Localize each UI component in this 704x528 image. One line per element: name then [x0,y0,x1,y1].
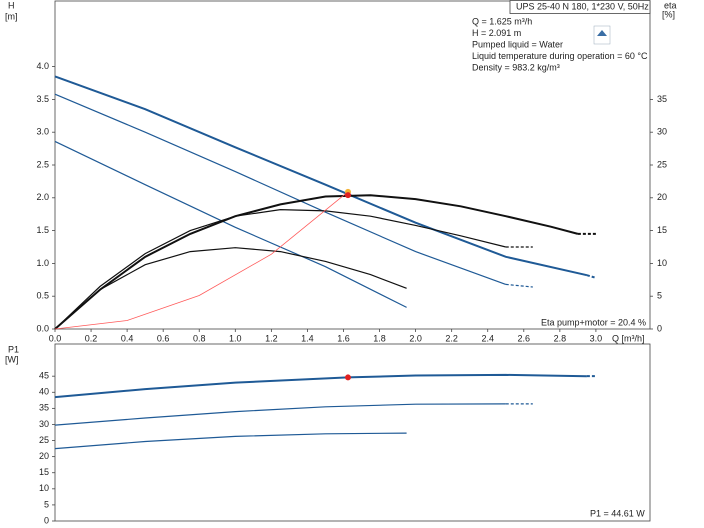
y-tick-label: 3.5 [36,94,49,104]
y-axis-unit: [W] [5,354,19,364]
power-note: P1 = 44.61 W [590,508,645,518]
y-tick-label: 5 [44,499,49,509]
y-tick-label: 35 [39,403,49,413]
y2-tick-label: 5 [657,291,662,301]
info-line: Liquid temperature during operation = 60… [472,51,648,61]
y-tick-label: 0.0 [36,323,49,333]
y2-tick-label: 15 [657,225,667,235]
y2-tick-label: 0 [657,323,662,333]
y-tick-label: 15 [39,467,49,477]
x-tick-label: 1.6 [337,333,350,343]
curve [54,194,579,330]
curve [54,75,588,277]
x-tick-label: 2.6 [518,333,531,343]
y-axis-unit: [m] [5,11,18,21]
y2-tick-label: 10 [657,258,667,268]
logo [593,25,611,45]
y-axis-label: H [8,0,15,10]
curve-extension [505,283,533,288]
curve [54,373,587,399]
y-tick-label: 10 [39,483,49,493]
x-tick-label: 0.2 [85,333,98,343]
y-tick-label: 30 [39,419,49,429]
x-tick-label: 2.8 [554,333,567,343]
x-tick-label: 2.4 [481,333,494,343]
x-tick-label: 3.0 [590,333,603,343]
y-tick-label: 25 [39,435,49,445]
y-tick-label: 1.0 [36,258,49,268]
efficiency-note: Eta pump+motor = 20.4 % [541,317,646,327]
y-tick-label: 20 [39,451,49,461]
x-tick-label: 0.4 [121,333,134,343]
info-line: Density = 983.2 kg/m³ [472,62,560,72]
x-axis-label: Q [m³/h] [612,333,645,343]
x-tick-label: 0.6 [157,333,170,343]
y-tick-label: 0 [44,515,49,525]
duty-point [344,374,351,381]
y-tick-label: 4.0 [36,61,49,71]
curve [54,140,407,308]
duty-point [344,192,351,199]
y-tick-label: 2.0 [36,192,49,202]
y-tick-label: 0.5 [36,291,49,301]
info-line: H = 2.091 m [472,28,521,38]
y2-tick-label: 20 [657,192,667,202]
x-tick-label: 2.0 [409,333,422,343]
y-tick-label: 3.0 [36,127,49,137]
x-tick-label: 0.8 [193,333,206,343]
bottom-plot-frame [54,343,651,522]
curve [54,208,506,330]
x-tick-label: 1.8 [373,333,386,343]
x-tick-label: 0.0 [49,333,62,343]
y2-tick-label: 35 [657,94,667,104]
y-axis-label: P1 [8,344,19,354]
x-tick-label: 1.4 [301,333,314,343]
y-tick-label: 45 [39,371,49,381]
y-tick-label: 2.5 [36,159,49,169]
curve [54,432,407,450]
info-line: Q = 1.625 m³/h [472,16,532,26]
y2-axis-unit: [%] [662,9,675,19]
y-tick-label: 1.5 [36,225,49,235]
chart-title: UPS 25-40 N 180, 1*230 V, 50Hz [516,1,649,11]
x-tick-label: 1.2 [265,333,278,343]
info-line: Pumped liquid = Water [472,39,563,49]
curve [54,403,506,426]
y2-tick-label: 25 [657,159,667,169]
x-tick-label: 2.2 [445,333,458,343]
y-tick-label: 40 [39,387,49,397]
x-tick-label: 1.0 [229,333,242,343]
curve [54,247,407,330]
curve [54,191,349,330]
curve [54,93,507,285]
y2-tick-label: 30 [657,127,667,137]
title-box [509,0,651,14]
curve-extension [586,274,597,279]
y2-axis-label: eta [664,0,677,10]
